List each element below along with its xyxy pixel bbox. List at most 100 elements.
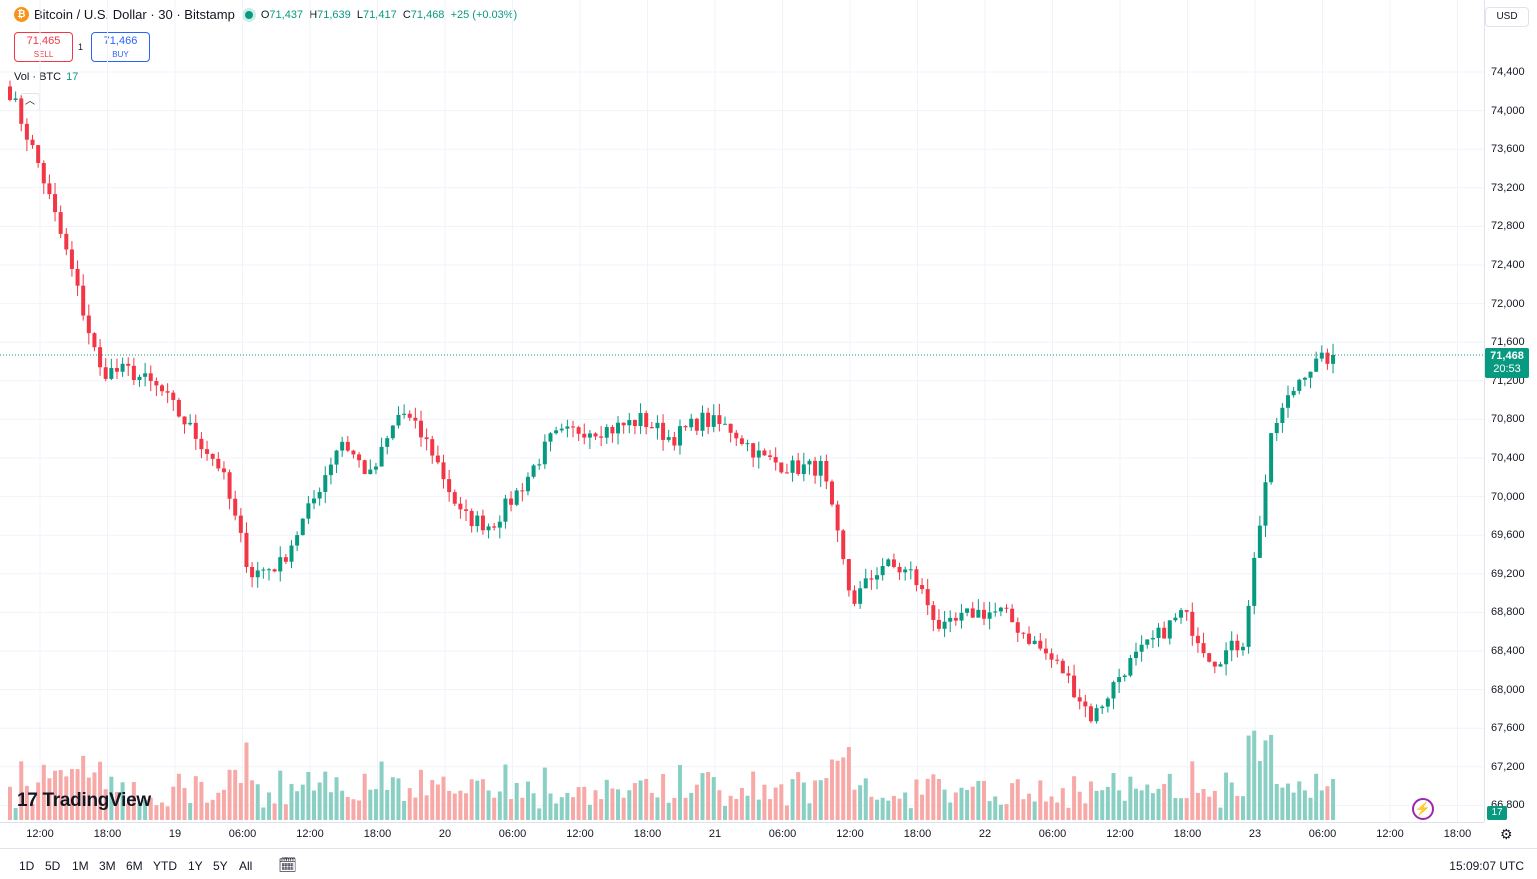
calendar-goto-icon[interactable]: 🗓	[278, 857, 298, 874]
volume-bar	[469, 779, 474, 820]
time-tick: 18:00	[903, 828, 932, 840]
volume-bar	[790, 779, 795, 820]
candle-body	[233, 498, 238, 516]
tradingview-logo[interactable]: 17 TradingView	[17, 790, 151, 812]
candle-body	[47, 183, 52, 195]
candle-body	[1302, 377, 1307, 380]
range-button-5d[interactable]: 5D	[45, 859, 61, 873]
candle-body	[627, 420, 632, 426]
sell-button[interactable]: 71,465 SELL	[14, 32, 73, 62]
candle-body	[1167, 620, 1172, 639]
candle-body	[98, 347, 103, 368]
volume-bar	[914, 779, 919, 820]
volume-bar	[931, 774, 936, 820]
volume-bar	[531, 793, 536, 820]
candle-body	[86, 315, 91, 334]
candle-body	[1224, 650, 1229, 665]
price-chart-pane[interactable]	[0, 0, 1484, 822]
volume-bar	[942, 789, 947, 820]
candle-body	[638, 413, 643, 427]
bottom-toolbar: 15:09:07 UTC 1D 5D 1M 3M 6M YTD 1Y 5Y All	[0, 848, 1537, 879]
time-tick: 20	[438, 828, 452, 840]
utc-clock[interactable]: 15:09:07 UTC	[1449, 859, 1524, 873]
volume-bar	[475, 780, 480, 820]
candle-body	[796, 460, 801, 475]
volume-bar	[323, 771, 328, 820]
volume-bar	[1038, 780, 1043, 820]
time-tick: 12:00	[26, 828, 54, 840]
time-axis[interactable]: 12:00 18:00 19 06:00 12:00 18:00 20 06:00 12:00 1…	[0, 822, 1484, 844]
volume-bar	[599, 799, 604, 820]
candle-body	[486, 526, 491, 531]
volume-legend[interactable]: Vol · BTC 17	[14, 71, 78, 83]
volume-bar	[621, 797, 626, 820]
candle-body	[1083, 701, 1088, 707]
price-tick: 70,800	[1491, 413, 1525, 426]
settings-gear-icon[interactable]: ⚙	[1500, 826, 1513, 842]
price-tick: 71,600	[1491, 336, 1525, 349]
candle-body	[525, 476, 530, 492]
volume-bar	[1297, 781, 1302, 820]
volume-bar	[987, 801, 992, 820]
sell-label: SELL	[33, 50, 54, 59]
symbol-title[interactable]: Bitcoin / U.S. Dollar · 30 · Bitstamp	[34, 7, 235, 22]
volume-bar	[661, 774, 666, 820]
candle-body	[790, 460, 795, 473]
range-button-6m[interactable]: 6M	[126, 859, 143, 873]
volume-bar	[1032, 801, 1037, 820]
volume-bar	[255, 784, 260, 820]
candle-body	[289, 545, 294, 562]
candle-body	[880, 566, 885, 576]
price-tick: 67,200	[1491, 760, 1525, 773]
volume-bar	[1184, 798, 1189, 820]
range-button-all[interactable]: All	[239, 859, 253, 873]
candle-body	[1291, 390, 1296, 396]
range-button-1m[interactable]: 1M	[72, 859, 89, 873]
time-tick: 18:00	[1443, 828, 1472, 840]
volume-bar	[1162, 784, 1167, 820]
volume-bar	[784, 805, 789, 820]
volume-bar	[1055, 802, 1060, 820]
range-button-1y[interactable]: 1Y	[188, 859, 203, 873]
candle-body	[312, 498, 317, 504]
volume-bar	[75, 769, 80, 820]
volume-bar	[559, 797, 564, 820]
sell-price: 71,465	[26, 35, 61, 47]
volume-bar	[317, 782, 322, 820]
volume-bar	[244, 742, 249, 820]
volume-bar	[1066, 807, 1071, 820]
candle-body	[1286, 395, 1291, 408]
volume-bar	[30, 803, 35, 820]
candle-body	[143, 373, 148, 377]
candle-body	[447, 479, 452, 493]
range-button-5y[interactable]: 5Y	[213, 859, 228, 873]
lightning-icon[interactable]: ⚡	[1412, 798, 1434, 820]
volume-bar	[1207, 796, 1212, 820]
volume-bar	[295, 791, 300, 820]
candle-body	[531, 465, 536, 477]
candle-body	[278, 557, 283, 572]
price-axis[interactable]: 74,400 74,000 73,600 73,200 72,800 72,400 72,0…	[1484, 0, 1537, 822]
range-button-3m[interactable]: 3M	[99, 859, 116, 873]
candle-body	[385, 438, 390, 447]
candle-body	[373, 466, 378, 470]
candle-body	[1122, 675, 1127, 678]
time-tick: 12:00	[836, 828, 864, 840]
candle-body	[807, 460, 812, 465]
volume-bar	[1150, 793, 1155, 820]
candle-body	[661, 422, 666, 440]
volume-bar	[452, 793, 457, 820]
currency-selector[interactable]: USD	[1485, 7, 1529, 27]
buy-button[interactable]: 71,466 BUY	[91, 32, 150, 62]
volume-bar	[1331, 778, 1336, 820]
candle-body	[1088, 706, 1093, 722]
candle-body	[1094, 708, 1099, 722]
volume-bar	[1308, 797, 1313, 820]
candle-body	[908, 569, 913, 571]
range-button-ytd[interactable]: YTD	[153, 859, 177, 873]
logo-text: TradingView	[42, 790, 152, 811]
candle-body	[1331, 354, 1336, 364]
volume-bar	[278, 770, 283, 820]
candle-body	[58, 212, 63, 234]
range-button-1d[interactable]: 1D	[19, 859, 35, 873]
